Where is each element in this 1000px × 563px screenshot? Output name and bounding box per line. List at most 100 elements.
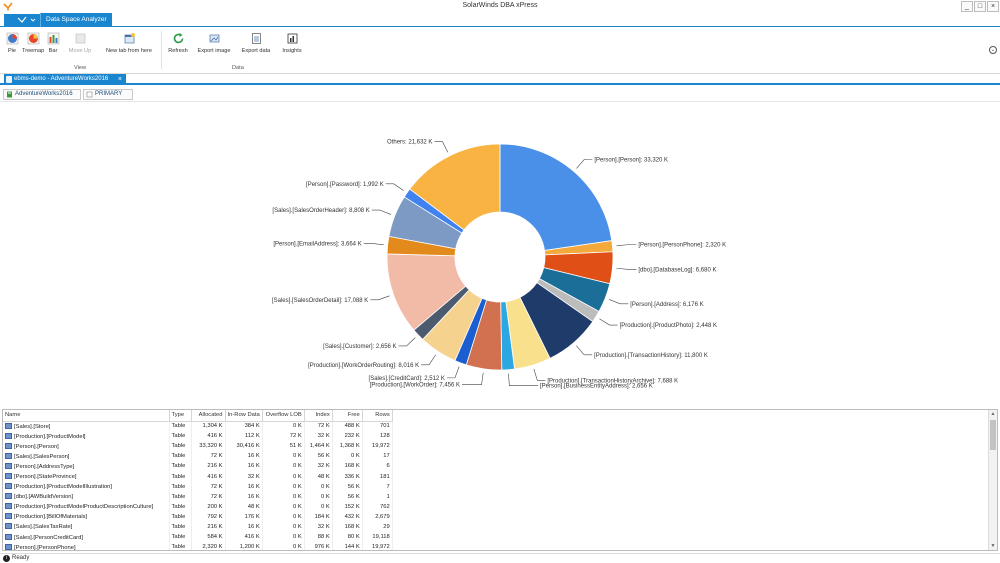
table-row[interactable]: [Production].[ProductModel] Table 416 K 112…	[3, 431, 393, 442]
scroll-up-icon[interactable]: ▲	[990, 411, 996, 417]
table-icon	[5, 503, 12, 510]
cell-text: 336 K	[344, 473, 360, 480]
bar-button[interactable]: Bar	[44, 29, 62, 63]
slice-label: Others: 21,632 K	[387, 140, 432, 146]
cell-text: Table	[171, 513, 186, 520]
document-tab[interactable]: ebms-demo - AdventureWorks2016 ×	[4, 74, 126, 85]
table-cell: Table	[169, 421, 192, 432]
cell-text: 32 K	[317, 463, 330, 470]
vertical-scrollbar[interactable]: ▲ ▼	[988, 410, 997, 550]
table-cell: 1,304 K	[191, 421, 226, 432]
table-row[interactable]: [Production].[ProductModelProductDescrip…	[3, 501, 393, 512]
cell-text: 0 K	[293, 523, 302, 530]
cell-text: 16 K	[247, 463, 260, 470]
refresh-button[interactable]: Refresh	[165, 29, 191, 63]
close-button[interactable]: ×	[987, 1, 999, 12]
export-image-button-label: Export image	[197, 48, 231, 54]
table-cell: 72 K	[191, 491, 226, 502]
table-icon	[5, 462, 12, 469]
column-header[interactable]: Rows	[362, 410, 393, 422]
table-cell: Table	[169, 431, 192, 442]
table-icon	[5, 493, 12, 500]
tab-data-space-analyzer[interactable]: Data Space Analyzer	[40, 13, 112, 27]
pie-slice[interactable]	[409, 143, 501, 231]
table-row[interactable]: [Production].[BillOfMaterials] Table 792 K…	[3, 511, 393, 522]
column-header[interactable]: In-Row Data	[225, 410, 263, 422]
table-row[interactable]: [Person].[PersonPhone] Table 2,320 K 1,200 …	[3, 542, 393, 550]
ribbon-tab-row: Data Space Analyzer	[0, 13, 1000, 27]
minimize-button[interactable]: _	[961, 1, 973, 12]
cell-text: 0 K	[293, 423, 302, 430]
objects-table: Name Type Allocated In-Row Data Overflow LOB…	[3, 410, 393, 550]
database-icon	[7, 91, 12, 98]
bar-button-label: Bar	[48, 48, 58, 54]
column-header[interactable]: Type	[169, 410, 192, 422]
table-row[interactable]: [Sales].[SalesTaxRate] Table 216 K 16 K 0 K 3…	[3, 521, 393, 533]
table-cell: 168 K	[332, 461, 363, 472]
scroll-thumb[interactable]	[990, 420, 996, 450]
table-cell: [Production].[BillOfMaterials]	[3, 511, 170, 522]
breadcrumb-filegroup[interactable]: PRIMARY	[83, 89, 133, 100]
table-cell: 32 K	[304, 521, 333, 533]
new-tab-from-here-button[interactable]: New tab from here	[102, 29, 156, 63]
column-header[interactable]: Free	[332, 410, 363, 422]
cell-text: 17	[383, 453, 390, 460]
document-tab-close-icon[interactable]: ×	[117, 76, 122, 83]
breadcrumb: AdventureWorks2016 PRIMARY	[0, 87, 1000, 101]
export-image-button[interactable]: Export image	[194, 29, 234, 63]
cell-text: 0 K	[293, 493, 302, 500]
cell-text: 80 K	[347, 534, 360, 541]
cell-text: [Production].[ProductModelProductDescrip…	[14, 504, 154, 511]
title-bar: SolarWinds DBA xPress _ □ ×	[0, 0, 1000, 13]
table-cell: 88 K	[304, 532, 333, 543]
column-header[interactable]: Overflow LOB	[262, 410, 305, 422]
donut-chart: [Person].[Person]: 33,320 K [Person].[Per…	[272, 140, 726, 390]
table-cell: 16 K	[225, 521, 263, 533]
slice-leader-line	[533, 368, 546, 381]
table-cell: 416 K	[191, 471, 226, 482]
cell-text: 16 K	[247, 483, 260, 490]
pie-slice[interactable]	[499, 143, 613, 251]
ribbon-collapse-button[interactable]: ⌄	[989, 46, 997, 54]
table-row[interactable]: [Sales].[SalesPerson] Table 72 K 16 K 0 K 56 …	[3, 451, 393, 462]
table-row[interactable]: [Person].[AddressType] Table 216 K 16 K 0 K 3…	[3, 461, 393, 472]
maximize-button[interactable]: □	[974, 1, 986, 12]
table-cell: 17	[362, 451, 393, 462]
table-cell: Table	[169, 441, 192, 452]
treemap-button[interactable]: Treemap	[22, 29, 44, 63]
table-cell: 72 K	[304, 421, 333, 432]
table-cell: 2,679	[362, 511, 393, 522]
refresh-icon	[173, 33, 183, 44]
export-data-button[interactable]: Export data	[237, 29, 275, 63]
pie-button[interactable]: Pie	[2, 29, 22, 63]
table-row[interactable]: [Person].[StateProvince] Table 416 K 32 K 0 …	[3, 471, 393, 482]
table-cell: Table	[169, 461, 192, 472]
table-cell: Table	[169, 521, 192, 533]
slice-leader-line	[608, 299, 629, 305]
table-row[interactable]: [dbo].[AWBuildVersion] Table 72 K 16 K 0 K 0 …	[3, 491, 393, 502]
table-row[interactable]: [Sales].[PersonCreditCard] Table 584 K 416 …	[3, 532, 393, 543]
ribbon: Pie Treemap Bar Move Up	[0, 27, 1000, 74]
slice-label: [Person].[EmailAddress]: 3,664 K	[273, 241, 361, 247]
data-group-label: Data	[232, 65, 244, 71]
column-header[interactable]: Name	[3, 410, 170, 422]
table-row[interactable]: [Person].[Person] Table 33,320 K 30,416 K 51…	[3, 441, 393, 452]
table-cell: 56 K	[304, 451, 333, 462]
table-cell: 128	[362, 431, 393, 442]
table-cell: 336 K	[332, 471, 363, 482]
scroll-down-icon[interactable]: ▼	[990, 543, 996, 549]
table-cell: 0 K	[304, 501, 333, 512]
insights-button[interactable]: Insights	[278, 29, 306, 63]
cell-text: 29	[383, 523, 390, 530]
cell-text: 0 K	[293, 534, 302, 541]
breadcrumb-database[interactable]: AdventureWorks2016	[3, 89, 81, 100]
column-header[interactable]: Allocated	[191, 410, 226, 422]
table-row[interactable]: [Production].[ProductModelIllustration] T…	[3, 481, 393, 492]
table-row[interactable]: [Sales].[Store] Table 1,304 K 384 K 0 K 72 K 4…	[3, 421, 393, 432]
cell-text: 72 K	[317, 423, 330, 430]
cell-text: 56 K	[347, 493, 360, 500]
slice-leader-line	[616, 267, 637, 270]
column-header[interactable]: Index	[304, 410, 333, 422]
move-up-button[interactable]: Move Up	[63, 29, 97, 63]
application-menu-button[interactable]	[4, 14, 40, 26]
